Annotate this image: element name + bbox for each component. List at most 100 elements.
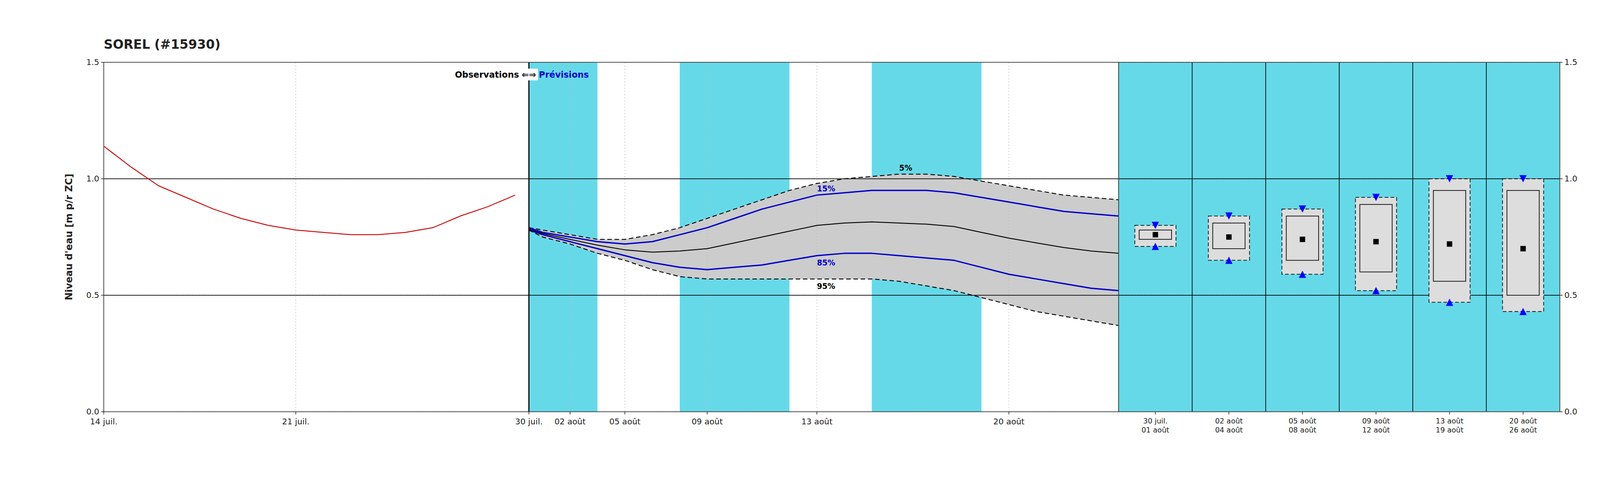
box-inner — [1433, 190, 1467, 282]
box-outer — [1502, 178, 1544, 312]
marker-p95 — [1298, 270, 1306, 278]
series-line — [528, 190, 1119, 245]
tick-label-y: 1.0 — [86, 173, 100, 184]
series-label: 5% — [899, 163, 913, 173]
grid-line-y — [103, 295, 1119, 296]
tick-label-x: 20 août — [1509, 416, 1537, 425]
tick-label-y: 1.5 — [86, 57, 100, 67]
tick-label-x: 26 août — [1509, 425, 1537, 434]
percentile-fill — [528, 174, 1119, 326]
tick-x — [528, 411, 530, 415]
background — [0, 0, 1600, 479]
marker-median — [1226, 234, 1232, 240]
tick-x — [624, 411, 626, 415]
tick-label-x: 13 août — [1435, 416, 1464, 425]
tick-label-x: 05 août — [609, 416, 641, 426]
box-outer — [1429, 178, 1471, 302]
series-label: 95% — [816, 281, 836, 291]
annotation-background — [519, 68, 538, 81]
tick-x — [816, 411, 818, 415]
tick-label-x: 30 juil. — [515, 416, 543, 426]
plot-frame — [103, 62, 1119, 412]
marker-p95 — [1151, 242, 1159, 250]
grid-line-x — [816, 62, 817, 412]
title: SOREL (#15930) — [103, 36, 221, 52]
tick-label-x: 09 août — [691, 416, 723, 426]
tick-label-x: 04 août — [1215, 425, 1243, 434]
tick-label-x: 20 août — [993, 416, 1025, 426]
tick-label-y: 0.5 — [86, 290, 100, 300]
annotation: Prévisions — [538, 69, 589, 80]
tick-y — [1559, 294, 1563, 296]
tick-y — [101, 178, 104, 180]
marker-p95 — [1225, 256, 1233, 264]
series-line — [528, 174, 1119, 240]
marker-median — [1152, 231, 1158, 238]
box-plot — [1118, 62, 1560, 412]
marker-median — [1299, 236, 1305, 242]
box-outer — [1281, 208, 1324, 274]
tick-label-x: 01 août — [1141, 425, 1170, 434]
marker-p5 — [1372, 193, 1380, 201]
annotation: Observations — [454, 69, 519, 80]
box-inner — [1360, 204, 1393, 273]
tick-label-x: 19 août — [1435, 425, 1464, 434]
annotation: ⇐⇒ — [521, 69, 537, 80]
tick-label-x: 02 août — [554, 416, 586, 426]
column-separator — [1412, 62, 1414, 412]
series-line — [528, 230, 1119, 326]
series-line — [528, 221, 1119, 254]
tick-label-y: 1.5 — [1564, 57, 1578, 67]
box-inner — [1507, 190, 1540, 296]
tick-y — [101, 61, 104, 63]
marker-p95 — [1519, 307, 1527, 315]
grid-line-x — [1008, 62, 1010, 412]
tick-x — [1522, 411, 1524, 415]
marker-median — [1446, 240, 1453, 247]
box-outer — [1355, 197, 1397, 291]
tick-x — [1302, 411, 1304, 415]
tick-x — [569, 411, 571, 415]
tick-y — [1559, 61, 1563, 63]
column-separator — [1265, 62, 1267, 412]
reference-line — [103, 294, 1119, 296]
tick-label-x: 12 août — [1362, 425, 1390, 434]
tick-label-x: 05 août — [1288, 416, 1317, 425]
marker-p95 — [1372, 286, 1380, 295]
box-inner — [1138, 230, 1172, 240]
tick-label-x: 30 juil. — [1143, 416, 1168, 425]
grid-line-x — [706, 62, 708, 412]
grid-line-x — [295, 62, 296, 412]
marker-p5 — [1445, 175, 1453, 183]
chart-svg: SOREL (#15930) 5% 15% 85% 95% Observations⇐⇒P… — [0, 0, 1600, 479]
tick-label-x: 09 août — [1362, 416, 1390, 425]
marker-median — [1373, 238, 1379, 245]
box-outer — [1208, 216, 1250, 261]
grid-line-x — [528, 62, 530, 412]
axis-title-y: Niveau d'eau [m p/r ZC] — [63, 173, 75, 301]
marker-p5 — [1151, 221, 1159, 229]
tick-x — [1228, 411, 1230, 415]
marker-p5 — [1225, 212, 1233, 220]
tick-label-x: 02 août — [1215, 416, 1243, 425]
main-plot — [103, 62, 1119, 412]
column-separator — [1485, 62, 1487, 412]
series-label: 15% — [816, 184, 836, 194]
tick-y — [101, 410, 104, 412]
marker-median — [1520, 245, 1526, 252]
grid-line-x — [624, 62, 626, 412]
column-separator — [1338, 62, 1340, 412]
tick-x — [1008, 411, 1010, 415]
marker-p95 — [1445, 298, 1453, 306]
series-line — [103, 146, 516, 235]
plot-frame — [1118, 62, 1560, 412]
tick-label-x: 13 août — [801, 416, 833, 426]
panel-background — [1118, 62, 1560, 412]
tick-label-y: 1.0 — [1564, 173, 1578, 184]
tick-label-x: 14 juil. — [90, 416, 118, 426]
separator-line — [528, 62, 530, 412]
tick-label-x: 21 juil. — [281, 416, 310, 426]
series-label: 85% — [816, 258, 836, 268]
tick-y — [101, 294, 104, 296]
box-inner — [1286, 216, 1319, 261]
